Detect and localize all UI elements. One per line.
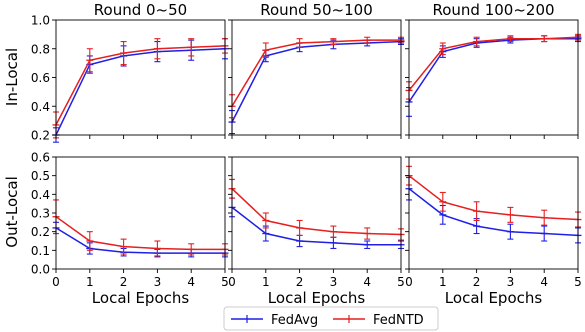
- x-tick-label: 3: [154, 275, 162, 289]
- series-line-fedavg: [55, 227, 225, 254]
- series-fedntd: [228, 178, 405, 241]
- y-tick-label: 0.5: [31, 169, 50, 183]
- y-tick-label: 0.6: [31, 151, 50, 165]
- x-tick-label: 0: [52, 275, 60, 289]
- y-tick-label: 0.2: [31, 225, 50, 239]
- panels: 0.2 0.4 0.6 0.8 1.0 Round 0~50 Round 50~100 Rou…: [31, 1, 582, 307]
- y-tick-label: 0.0: [31, 263, 50, 277]
- series-fedavg: [405, 176, 582, 244]
- x-tick-label: 3: [507, 275, 515, 289]
- legend: FedAvg FedNTD: [223, 306, 439, 331]
- panel-6: 0 1 2 3 4 5 Local Epochs: [405, 156, 582, 307]
- series-line-fedavg: [408, 188, 579, 237]
- axes-frame: [408, 19, 579, 136]
- legend-item-fedavg: FedAvg: [231, 313, 318, 328]
- x-tick-label: 0: [405, 275, 413, 289]
- y-tick-label: 1.0: [31, 14, 50, 28]
- x-tick-label: 3: [330, 275, 338, 289]
- legend-label-fedavg: FedAvg: [271, 313, 318, 328]
- x-tick-label: 1: [439, 275, 447, 289]
- x-tick-label: 5: [397, 275, 405, 289]
- y-tick-label: 0.4: [31, 100, 50, 114]
- panel-title: Round 50~100: [260, 1, 373, 19]
- series-line-fedntd: [408, 36, 579, 91]
- series-line-fedntd: [55, 45, 226, 126]
- series-line-fedavg: [231, 40, 402, 123]
- y-tick-label: 0.2: [31, 129, 50, 143]
- series-fedntd: [52, 199, 229, 257]
- series-fedavg: [405, 35, 582, 117]
- row-ylabel-in-local: In-Local: [3, 48, 21, 106]
- series-fedntd: [405, 165, 582, 228]
- series-fedavg: [228, 38, 405, 135]
- x-tick-label: 1: [262, 275, 270, 289]
- panel-1: 0.2 0.4 0.6 0.8 1.0 Round 0~50: [31, 1, 229, 143]
- series-line-fedavg: [55, 47, 226, 136]
- y-tick-label: 0.4: [31, 188, 50, 202]
- x-axis-label: Local Epochs: [92, 289, 190, 307]
- x-tick-label: 4: [187, 275, 195, 289]
- panel-title: Round 100~200: [432, 1, 554, 19]
- x-tick-label: 4: [540, 275, 548, 289]
- series-line-fedntd: [55, 216, 225, 251]
- x-tick-label: 2: [296, 275, 304, 289]
- x-tick-label: 5: [574, 275, 582, 289]
- series-line-fedavg: [231, 206, 401, 246]
- panel-4: 0.0 0.1 0.2 0.3 0.4 0.5 0.6 0 1 2 3 4 5 Local Epochs: [31, 151, 229, 308]
- series-line-fedavg: [408, 37, 578, 103]
- x-axis-label: Local Epochs: [445, 289, 543, 307]
- panel-5: 0 1 2 3 4 5 Local Epochs: [228, 156, 405, 307]
- panel-title: Round 0~50: [94, 1, 187, 19]
- series-line-fedntd: [231, 188, 402, 236]
- x-tick-label: 2: [120, 275, 128, 289]
- series-fedavg: [52, 221, 229, 258]
- panel-3: Round 100~200: [405, 1, 582, 139]
- panel-2: Round 50~100: [228, 1, 405, 139]
- series-line-fedntd: [231, 39, 401, 107]
- x-tick-label: 5: [221, 275, 229, 289]
- series-fedavg: [52, 38, 229, 143]
- legend-box: [223, 306, 439, 331]
- x-tick-label: 0: [228, 275, 236, 289]
- legend-item-fedntd: FedNTD: [333, 313, 424, 328]
- series-line-fedntd: [408, 175, 579, 221]
- legend-label-fedntd: FedNTD: [373, 313, 424, 328]
- row-ylabel-out-local: Out-Local: [3, 176, 21, 247]
- x-tick-label: 1: [86, 275, 94, 289]
- x-tick-label: 2: [473, 275, 481, 289]
- y-tick-label: 0.8: [31, 42, 50, 56]
- x-tick-label: 4: [363, 275, 371, 289]
- series-fedavg: [228, 197, 405, 250]
- y-tick-label: 0.1: [31, 244, 50, 258]
- axes-frame: [231, 19, 402, 136]
- y-tick-label: 0.3: [31, 207, 50, 221]
- x-axis-label: Local Epochs: [268, 289, 366, 307]
- y-tick-label: 0.6: [31, 71, 50, 85]
